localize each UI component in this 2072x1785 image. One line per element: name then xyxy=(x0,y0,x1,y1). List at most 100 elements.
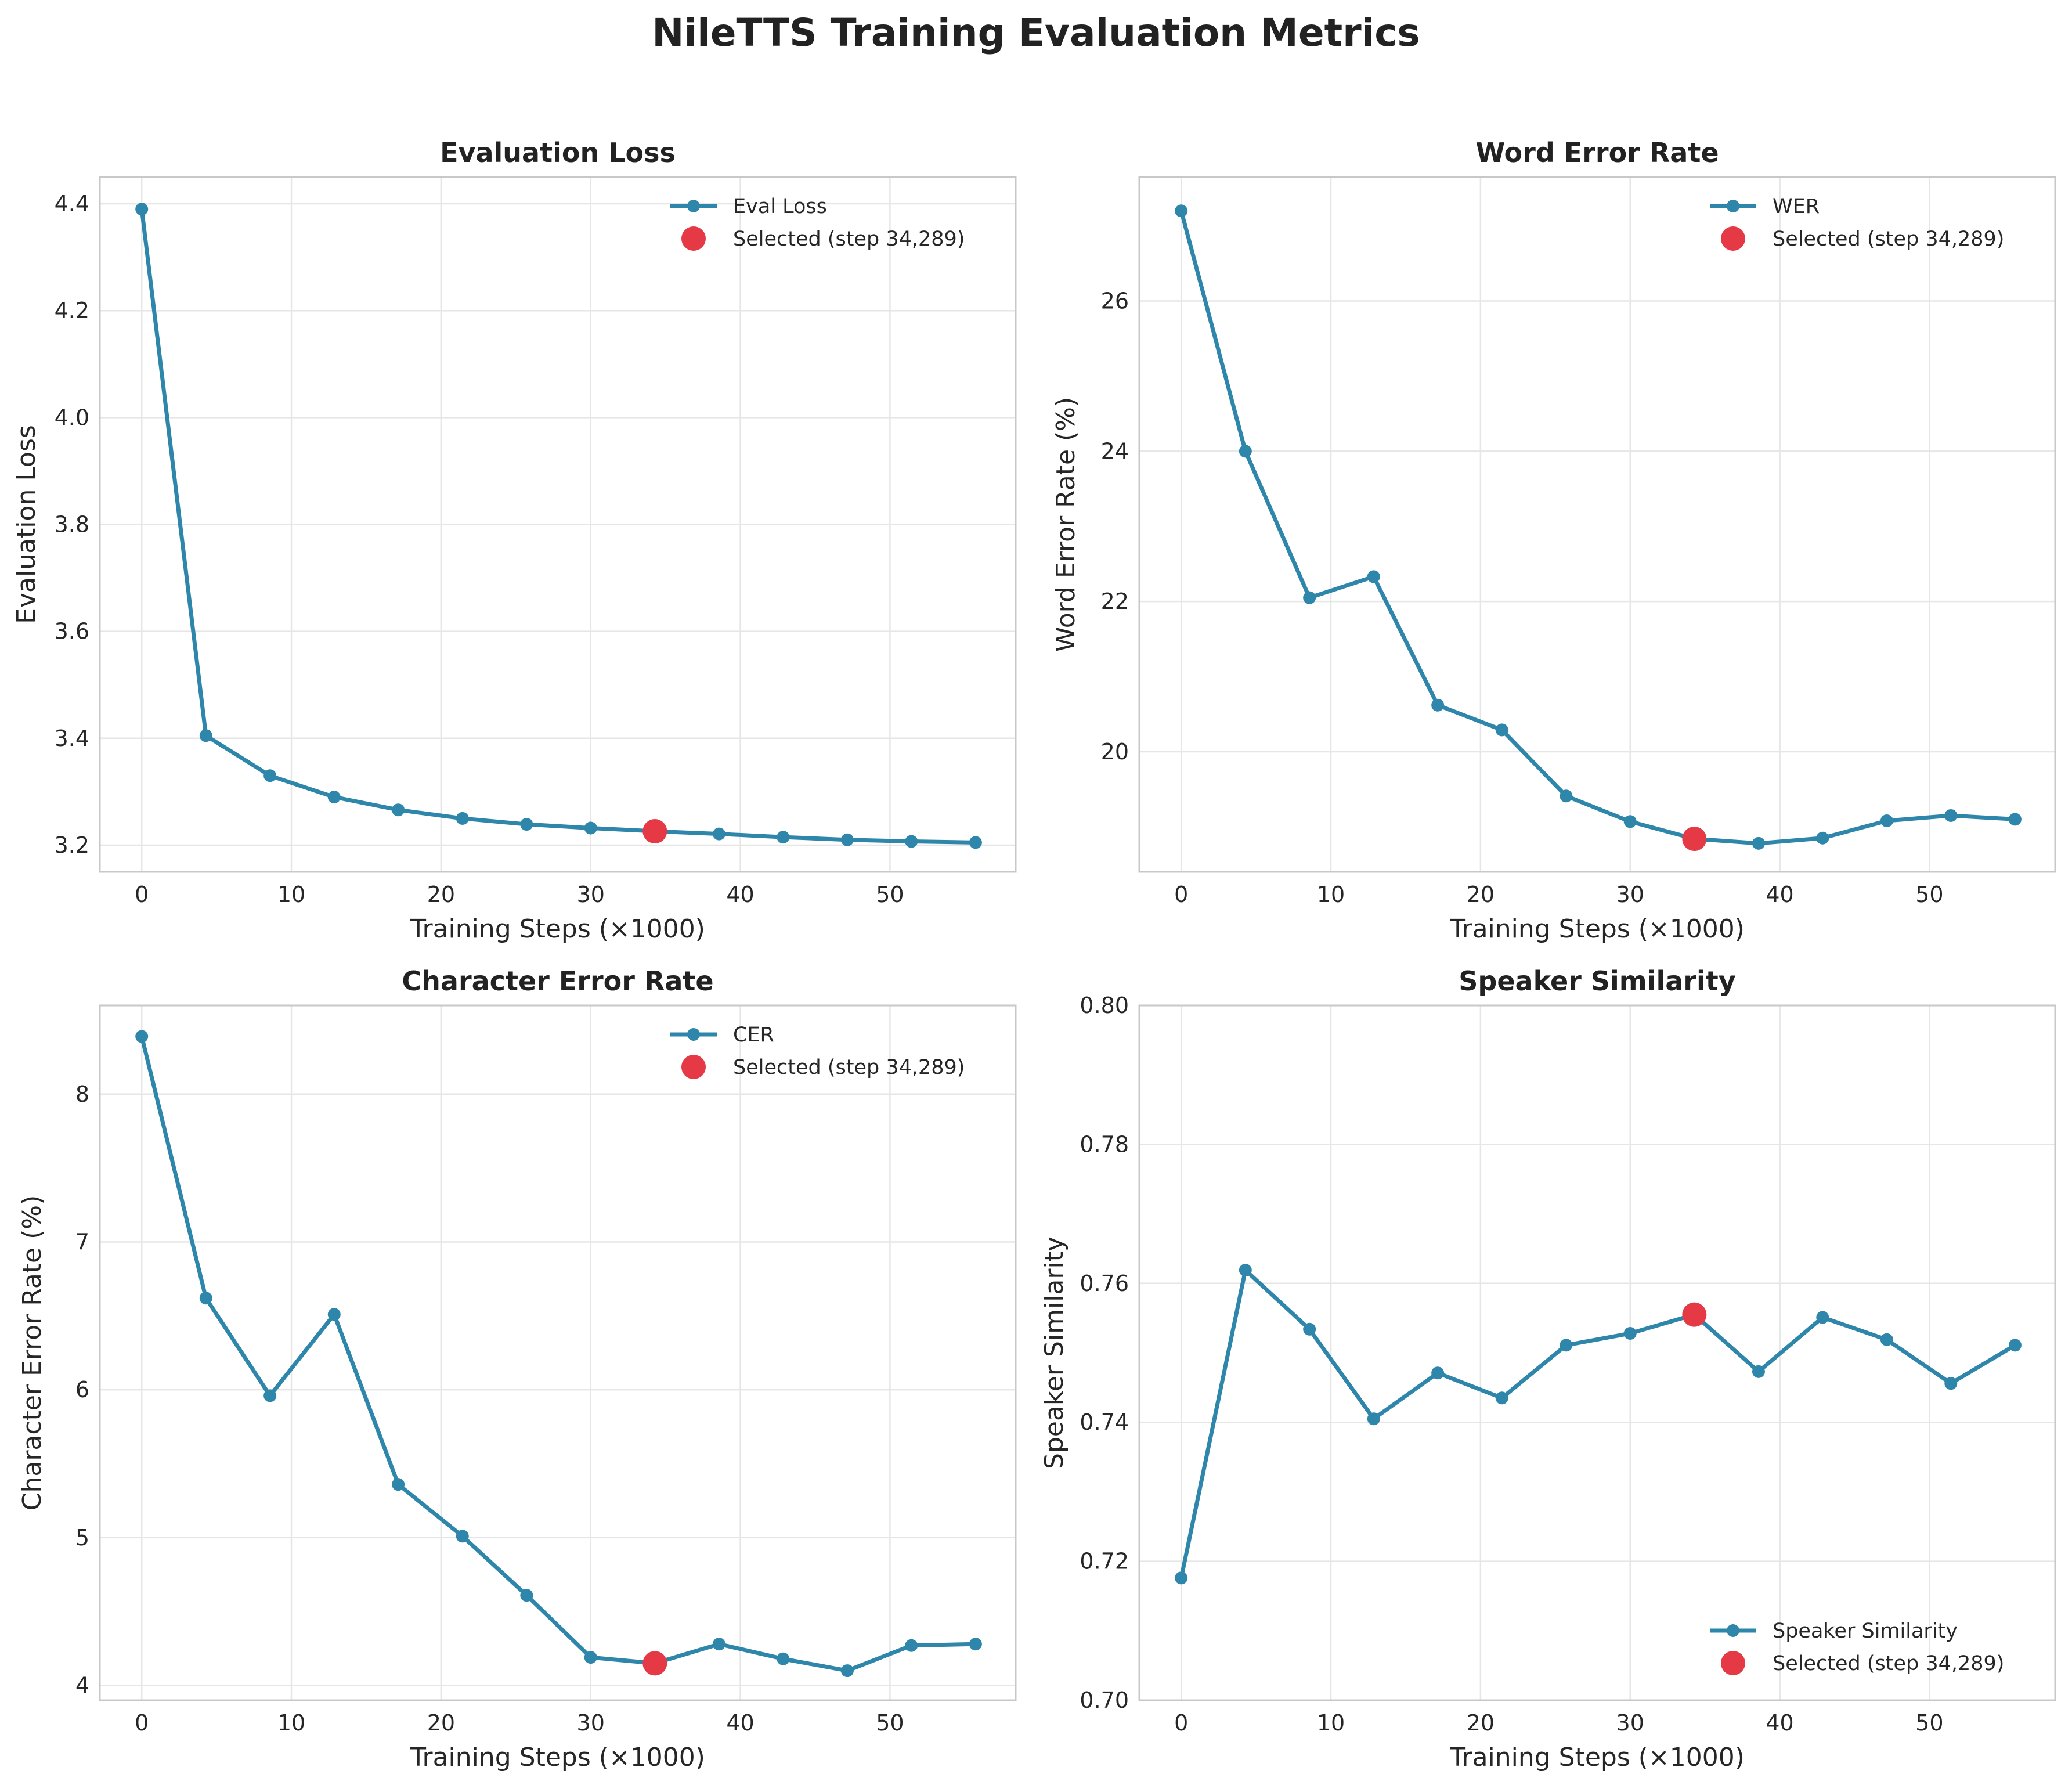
data-point xyxy=(1495,1391,1508,1405)
data-point xyxy=(840,1664,854,1678)
data-point xyxy=(1495,723,1508,737)
data-point xyxy=(520,1589,533,1602)
y-tick-label: 0.72 xyxy=(1080,1549,1129,1574)
figure-title: NileTTS Training Evaluation Metrics xyxy=(652,10,1420,55)
data-point xyxy=(1752,836,1765,850)
y-tick-label: 0.76 xyxy=(1080,1271,1129,1296)
legend-series-label: Speaker Similarity xyxy=(1773,1620,1958,1643)
data-point xyxy=(1880,1333,1893,1346)
data-point xyxy=(2008,1339,2022,1352)
data-point xyxy=(1623,1326,1637,1340)
y-axis-label: Speaker Similarity xyxy=(1039,1236,1069,1469)
y-tick-label: 0.70 xyxy=(1080,1687,1129,1713)
selected-marker xyxy=(642,819,667,844)
data-point xyxy=(456,1530,469,1543)
legend-series-marker xyxy=(687,1028,700,1041)
legend-series-label: CER xyxy=(733,1023,774,1047)
data-point xyxy=(135,203,149,216)
legend-selected-marker xyxy=(1721,226,1745,251)
data-point xyxy=(1367,1412,1380,1426)
legend-series-marker xyxy=(1727,1624,1739,1637)
y-tick-label: 4.2 xyxy=(55,298,89,323)
y-tick-label: 5 xyxy=(75,1525,89,1550)
data-point xyxy=(263,769,277,782)
legend-selected-label: Selected (step 34,289) xyxy=(733,228,965,251)
data-point xyxy=(1239,1264,1252,1277)
x-tick-label: 10 xyxy=(1317,882,1345,907)
legend-series-marker xyxy=(1727,200,1739,212)
x-tick-label: 30 xyxy=(577,1710,605,1736)
data-point xyxy=(1431,1366,1445,1380)
x-axis-label: Training Steps (×1000) xyxy=(410,1743,705,1772)
chart-evaluation-loss: 0 10 20 30 40 50 3.2 3.4 3.6 3.8 4.0 4.2 4.4 Training… xyxy=(12,137,1017,944)
x-tick-label: 30 xyxy=(1616,882,1644,907)
data-point xyxy=(2008,813,2022,826)
x-tick-label: 40 xyxy=(1766,1710,1793,1736)
legend-selected-label: Selected (step 34,289) xyxy=(733,1056,965,1079)
y-tick-label: 4 xyxy=(75,1673,89,1699)
y-tick-label: 26 xyxy=(1101,289,1129,314)
x-tick-label: 20 xyxy=(427,1710,455,1736)
y-tick-label: 0.80 xyxy=(1080,993,1129,1018)
y-tick-label: 6 xyxy=(75,1377,89,1402)
selected-marker xyxy=(1682,827,1707,852)
chart-title: Word Error Rate xyxy=(1475,137,1719,168)
chart-word-error-rate: 0 10 20 30 40 50 20 22 24 26 Training Steps (×1000… xyxy=(1051,137,2056,944)
data-point xyxy=(135,1030,149,1043)
data-point xyxy=(1816,1311,1829,1324)
x-axis-label: Training Steps (×1000) xyxy=(1449,914,1745,944)
data-point xyxy=(1880,814,1893,828)
x-tick-label: 40 xyxy=(726,1710,754,1736)
legend-selected-marker xyxy=(1721,1651,1745,1675)
y-tick-label: 0.74 xyxy=(1080,1409,1129,1435)
x-tick-label: 20 xyxy=(427,882,455,907)
plot-frame xyxy=(99,1004,1017,1701)
chart-title: Speaker Similarity xyxy=(1459,965,1735,997)
data-point xyxy=(1303,1322,1316,1336)
legend-series-label: WER xyxy=(1773,195,1820,218)
x-tick-label: 50 xyxy=(1915,1710,1943,1736)
data-point xyxy=(1816,831,1829,845)
data-point xyxy=(969,1638,982,1651)
chart-speaker-similarity: 0 10 20 30 40 50 0.70 0.72 0.74 0.76 0.78 0.80 Train… xyxy=(1039,965,2056,1772)
x-tick-label: 0 xyxy=(135,882,149,907)
x-tick-label: 10 xyxy=(277,882,305,907)
y-axis-label: Evaluation Loss xyxy=(12,425,41,624)
legend-selected-marker xyxy=(681,1055,706,1079)
chart-character-error-rate: 0 10 20 30 40 50 4 5 6 7 8 Training Steps (×1000) Ch… xyxy=(17,965,1017,1772)
data-point xyxy=(1303,591,1316,604)
data-point xyxy=(777,1652,790,1665)
x-tick-label: 30 xyxy=(577,882,605,907)
series-line xyxy=(1179,210,2016,846)
series-line xyxy=(139,1036,976,1673)
y-tick-label: 3.4 xyxy=(55,726,89,751)
data-point xyxy=(1367,570,1380,583)
y-axis-label: Character Error Rate (%) xyxy=(17,1195,47,1510)
series-line xyxy=(139,208,976,845)
x-tick-label: 50 xyxy=(876,1710,904,1736)
legend-selected-marker xyxy=(681,226,706,251)
x-tick-label: 10 xyxy=(1317,1710,1345,1736)
plot-frame xyxy=(1138,176,2056,873)
y-tick-label: 3.8 xyxy=(55,512,89,538)
y-tick-label: 22 xyxy=(1101,589,1129,614)
data-point xyxy=(840,833,854,846)
data-point xyxy=(392,1478,405,1491)
data-point xyxy=(456,812,469,825)
data-point xyxy=(905,835,918,848)
data-point xyxy=(1752,1365,1765,1378)
data-point xyxy=(1239,445,1252,458)
x-tick-label: 10 xyxy=(277,1710,305,1736)
x-tick-label: 0 xyxy=(135,1710,149,1736)
y-tick-label: 7 xyxy=(75,1229,89,1254)
y-tick-label: 0.78 xyxy=(1080,1131,1129,1157)
data-point xyxy=(1623,815,1637,828)
plot-frame xyxy=(99,176,1017,873)
legend-selected-label: Selected (step 34,289) xyxy=(1773,1652,2004,1675)
plot-frame xyxy=(1138,1004,2056,1701)
x-tick-label: 40 xyxy=(1766,882,1793,907)
data-point xyxy=(1560,789,1573,803)
data-point xyxy=(712,827,725,841)
chart-title: Evaluation Loss xyxy=(440,137,676,168)
y-tick-label: 3.6 xyxy=(55,619,89,644)
